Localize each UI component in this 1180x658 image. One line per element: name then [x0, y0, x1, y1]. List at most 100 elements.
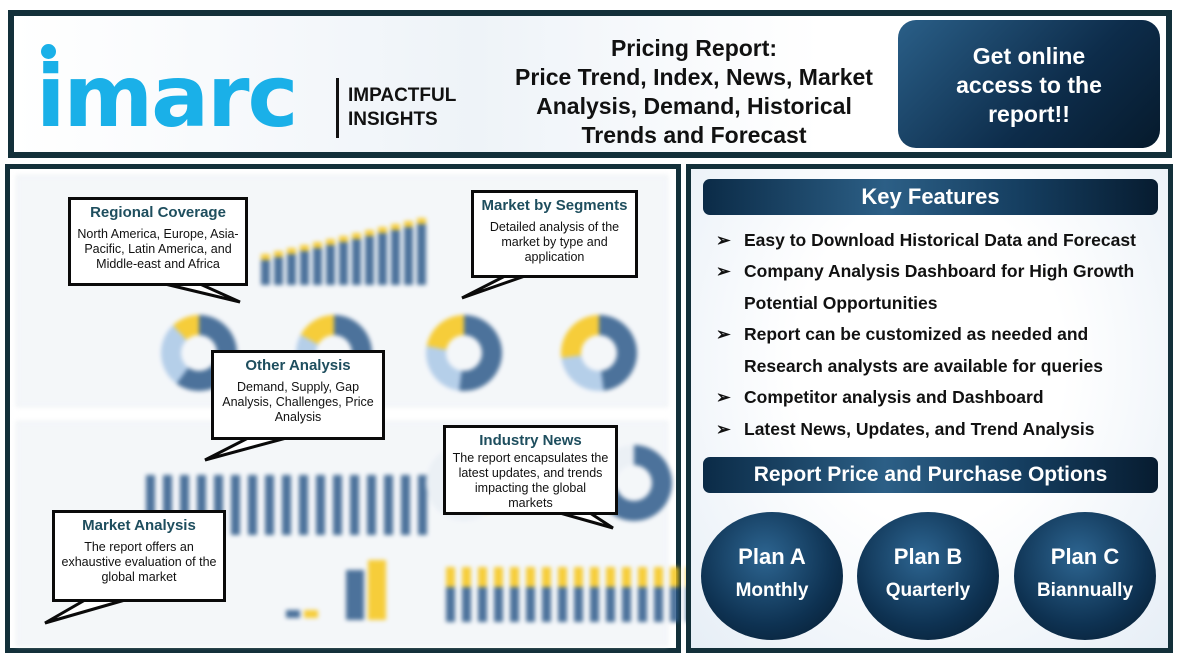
- tagline-line: IMPACTFUL: [348, 85, 457, 106]
- bar-mark: [510, 567, 519, 587]
- bar-mark: [622, 567, 631, 587]
- plan-c-button[interactable]: Plan C Biannually: [1014, 512, 1156, 640]
- bar-mark: [326, 245, 335, 285]
- feature-text: Company Analysis Dashboard for High Grow…: [744, 261, 1135, 281]
- bar-mark: [478, 587, 487, 622]
- bar-mark: [526, 567, 535, 587]
- bar-mark: [286, 610, 300, 618]
- callout-tail: [44, 598, 126, 625]
- plan-period: Monthly: [735, 580, 809, 601]
- callout-title: Regional Coverage: [90, 204, 226, 221]
- logo-dot: [41, 44, 56, 59]
- feature-item: ➢ Latest News, Updates, and Trend Analysi…: [716, 414, 1156, 446]
- bar-mark: [670, 567, 679, 587]
- bar-mark: [638, 587, 647, 622]
- title-line: Analysis, Demand, Historical: [536, 93, 852, 119]
- purchase-options-heading: Report Price and Purchase Options: [703, 457, 1158, 493]
- cta-line: report!!: [988, 101, 1070, 127]
- bar-mark: [378, 227, 387, 233]
- logo-divider: [336, 78, 339, 138]
- bar-mark: [274, 257, 283, 285]
- feature-item: ➢ Easy to Download Historical Data and Fo…: [716, 225, 1156, 257]
- bar-mark: [365, 230, 374, 236]
- bar-mark: [180, 475, 189, 535]
- plan-name: Plan B: [893, 544, 963, 569]
- bar-mark: [146, 475, 155, 535]
- arrow-right-icon: ➢: [716, 261, 731, 281]
- donut-mark: [426, 315, 502, 391]
- feature-text: Report can be customized as needed and: [744, 324, 1089, 344]
- callout-text: North America, Europe, Asia-Pacific, Lat…: [77, 227, 239, 271]
- plan-a-button[interactable]: Plan A Monthly: [701, 512, 843, 640]
- header-banner: imarc IMPACTFUL INSIGHTS Pricing Report:…: [8, 10, 1172, 158]
- bar-mark: [300, 251, 309, 285]
- bar-mark: [638, 567, 647, 587]
- bar-mark: [299, 475, 308, 535]
- plan-name: Plan C: [1050, 544, 1120, 569]
- plan-period: Quarterly: [885, 580, 971, 601]
- bar-mark: [606, 587, 615, 622]
- bar-mark: [231, 475, 240, 535]
- callout-title: Industry News: [479, 432, 582, 449]
- bar-mark: [391, 230, 400, 285]
- bar-mark: [163, 475, 172, 535]
- callout-text: Demand, Supply, Gap Analysis, Challenges…: [222, 380, 374, 424]
- callout-text: The report offers an exhaustive evaluati…: [61, 540, 217, 584]
- feature-text: Latest News, Updates, and Trend Analysis: [744, 419, 1095, 439]
- bar-mark: [590, 587, 599, 622]
- tagline: IMPACTFUL INSIGHTS: [348, 84, 456, 132]
- bar-mark: [350, 475, 359, 535]
- bar-mark: [304, 610, 318, 618]
- bar-mark: [494, 567, 503, 587]
- bar-mark: [542, 587, 551, 622]
- bar-mark: [446, 587, 455, 622]
- title-line: Pricing Report:: [610, 35, 778, 61]
- bar-mark: [197, 475, 206, 535]
- bar-mark: [316, 475, 325, 535]
- imarc-logo: imarc: [36, 47, 299, 147]
- bar-mark: [368, 560, 386, 620]
- bar-mark: [574, 587, 583, 622]
- callout-text: Detailed analysis of the market by type …: [489, 220, 620, 264]
- bar-mark: [265, 475, 274, 535]
- get-online-access-button[interactable]: Get online access to the report!!: [898, 20, 1160, 148]
- plan-period: Biannually: [1036, 580, 1134, 601]
- bar-mark: [417, 224, 426, 285]
- plan-b-button[interactable]: Plan B Quarterly: [857, 512, 999, 640]
- bar-mark: [313, 242, 322, 248]
- bar-mark: [494, 587, 503, 622]
- bar-mark: [261, 260, 270, 285]
- bar-mark: [404, 221, 413, 227]
- bar-mark: [287, 254, 296, 285]
- callout-title: Other Analysis: [245, 357, 351, 374]
- plan-name: Plan A: [738, 544, 806, 569]
- feature-item: ➢ Competitor analysis and Dashboard: [716, 382, 1156, 414]
- feature-item: ➢ Company Analysis Dashboard for High Gro…: [716, 256, 1156, 319]
- bar-mark: [300, 245, 309, 251]
- bar-mark: [287, 248, 296, 254]
- bar-mark: [365, 236, 374, 285]
- bar-mark: [378, 233, 387, 285]
- bar-mark: [654, 587, 663, 622]
- bar-mark: [478, 567, 487, 587]
- bar-mark: [558, 587, 567, 622]
- bar-mark: [367, 475, 376, 535]
- bar-mark: [352, 233, 361, 239]
- key-features-panel: Key Features ➢ Easy to Download Historica…: [686, 164, 1173, 653]
- bar-mark: [261, 254, 270, 260]
- callout-tail: [559, 511, 614, 530]
- callout-tail: [204, 435, 291, 462]
- bar-mark: [339, 242, 348, 285]
- bar-mark: [274, 251, 283, 257]
- callout-tail: [164, 282, 241, 304]
- bar-mark: [462, 587, 471, 622]
- feature-text: Competitor analysis and Dashboard: [744, 387, 1044, 407]
- feature-text: Potential Opportunities: [744, 292, 938, 313]
- bar-mark: [462, 567, 471, 587]
- bar-mark: [542, 567, 551, 587]
- bar-mark: [574, 567, 583, 587]
- feature-item: ➢ Report can be customized as needed and R…: [716, 319, 1156, 382]
- callout-other-analysis: Other Analysis Demand, Supply, Gap Analy…: [211, 350, 385, 440]
- bar-mark: [346, 570, 364, 620]
- bar-mark: [418, 475, 427, 535]
